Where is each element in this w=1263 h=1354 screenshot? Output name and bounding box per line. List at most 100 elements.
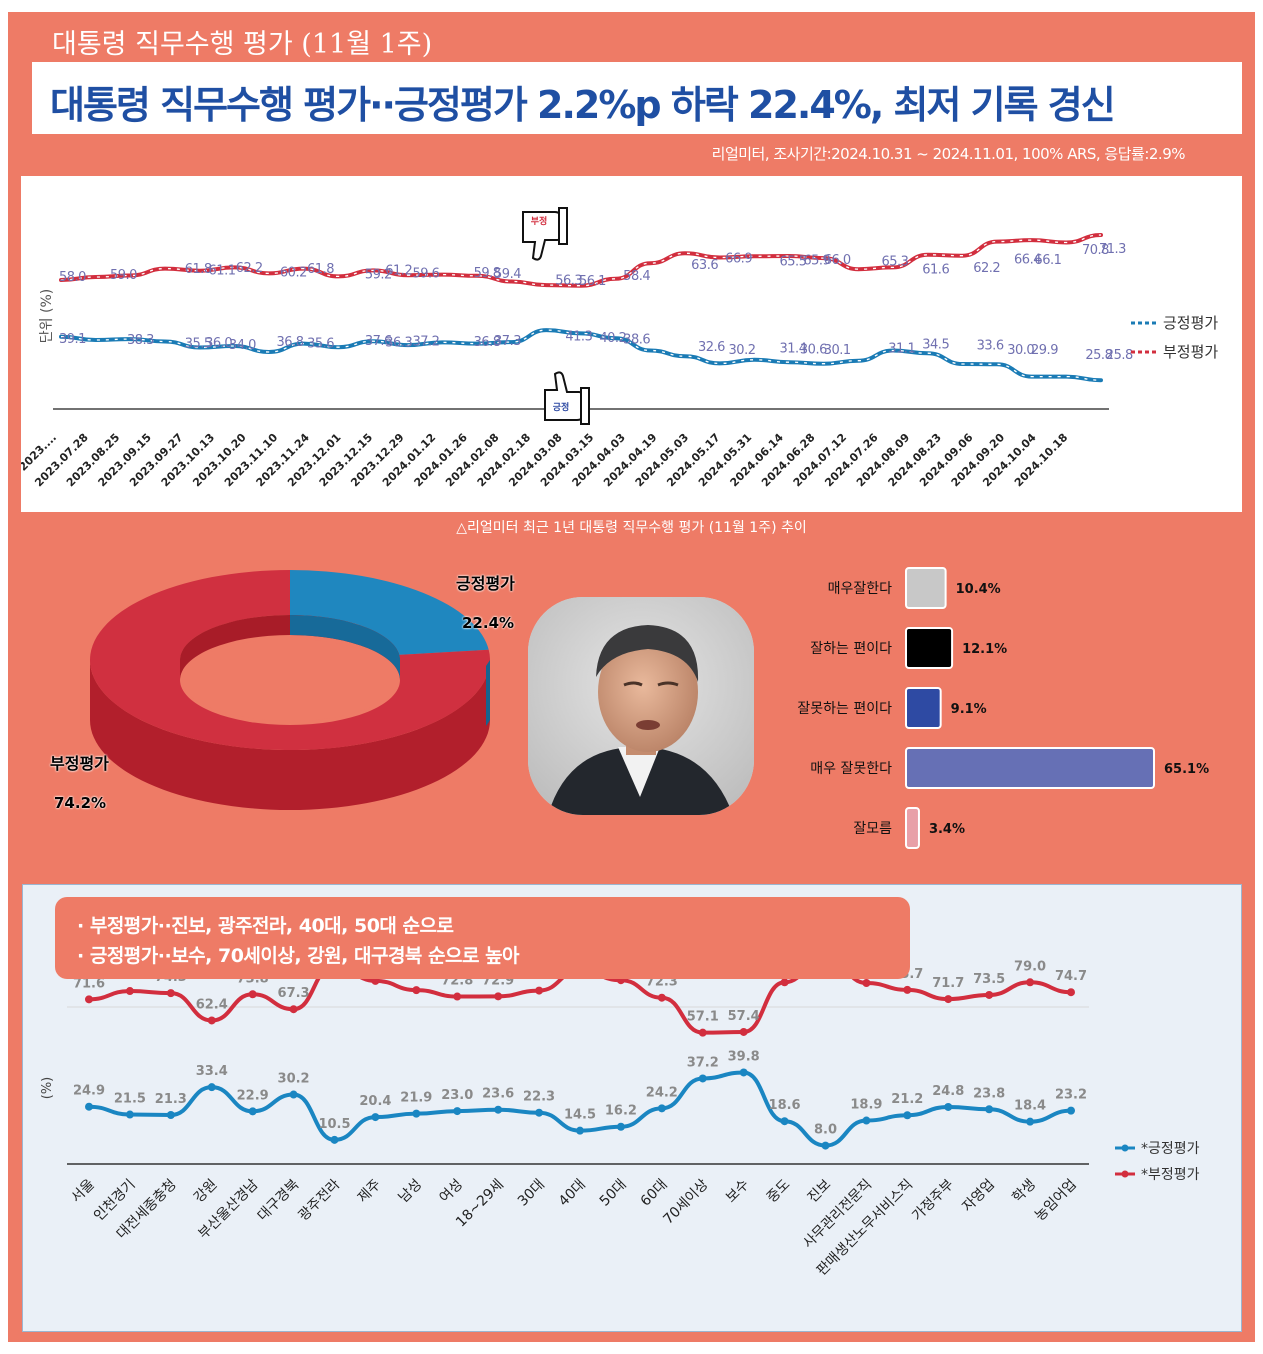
- region-point: [780, 1117, 789, 1126]
- trend-label-positive: 25.8: [1085, 348, 1112, 363]
- bar-rect: [905, 567, 947, 609]
- region-value-label: 21.9: [400, 1091, 432, 1106]
- region-x-tick: 여성: [437, 1177, 467, 1207]
- pie-value-negative: 74.2%: [54, 794, 107, 812]
- region-value-label: 67.3: [278, 986, 310, 1001]
- region-point: [289, 1005, 298, 1014]
- region-point: [862, 1116, 871, 1125]
- trend-label-negative: 61.6: [922, 262, 949, 277]
- thumbs-down-icon: 부정: [522, 207, 568, 261]
- trend-label-negative: 56.1: [579, 274, 606, 289]
- region-point: [207, 1016, 216, 1025]
- thumb-cuff: [558, 207, 568, 245]
- region-x-tick: 제주: [355, 1176, 385, 1206]
- region-point: [1026, 978, 1035, 987]
- region-value-label: 18.4: [1014, 1099, 1046, 1114]
- region-point: [616, 1122, 625, 1131]
- region-point: [862, 978, 871, 987]
- region-point: [985, 990, 994, 999]
- thumbs-up-icon: 긍정: [544, 371, 590, 425]
- region-value-label: 24.8: [932, 1084, 964, 1099]
- region-point: [85, 1102, 93, 1111]
- summary-note-box: · 부정평가··진보, 광주전라, 40대, 50대 순으로 · 긍정평가··보…: [55, 897, 910, 979]
- region-point: [289, 1090, 298, 1099]
- region-value-label: 39.8: [728, 1049, 760, 1064]
- region-value-label: 33.4: [196, 1064, 228, 1079]
- region-value-label: 10.5: [318, 1117, 350, 1132]
- trend-label-negative: 66.4: [1014, 252, 1041, 267]
- trend-label-positive: 36.0: [205, 336, 232, 351]
- headline: 대통령 직무수행 평가··긍정평가 2.2%p 하락 22.4%, 최저 기록 …: [50, 83, 1116, 127]
- region-point: [125, 987, 134, 996]
- region-x-tick: 대구경북: [255, 1176, 303, 1224]
- trend-label-positive: 36.8: [277, 335, 304, 350]
- trend-label-positive: 38.3: [127, 333, 154, 348]
- trend-label-positive: 36.8: [474, 335, 501, 350]
- donut-hole-wall-blue: [290, 615, 400, 680]
- region-legend-label: *긍정평가: [1141, 1141, 1200, 1157]
- bar-category-label: 잘못하는 편이다: [797, 701, 892, 717]
- thumb-cuff: [580, 387, 590, 425]
- region-point: [412, 1109, 421, 1118]
- trend-label-negative: 58.0: [59, 270, 86, 285]
- region-value-label: 8.0: [814, 1123, 837, 1138]
- region-x-tick: 보수: [723, 1176, 753, 1206]
- region-value-label: 14.5: [564, 1108, 596, 1123]
- region-value-label: 74.7: [1055, 969, 1087, 984]
- bar-rect: [905, 747, 1155, 789]
- trend-label-negative: 62.2: [973, 261, 1000, 276]
- region-point: [698, 1028, 707, 1037]
- region-point: [494, 1105, 503, 1114]
- trend-label-negative: 59.0: [110, 268, 137, 283]
- region-value-label: 22.9: [237, 1088, 269, 1103]
- region-value-label: 23.6: [482, 1087, 514, 1102]
- region-point: [657, 1104, 666, 1113]
- bar-category-label: 잘모름: [853, 821, 892, 837]
- region-point: [903, 1111, 912, 1120]
- region-point: [780, 978, 789, 987]
- region-value-label: 24.9: [73, 1084, 105, 1099]
- portrait-illustration: [528, 597, 754, 815]
- region-point: [166, 1111, 175, 1120]
- region-point: [1067, 988, 1075, 997]
- region-point: [125, 1110, 134, 1119]
- thumb-label: 부정: [531, 215, 548, 227]
- region-x-tick: 학생: [1009, 1177, 1039, 1207]
- trend-label-negative: 62.2: [236, 261, 263, 276]
- region-x-tick: 중도: [764, 1176, 794, 1206]
- region-value-label: 18.9: [850, 1098, 882, 1113]
- trend-label-negative: 56.3: [555, 274, 582, 289]
- trend-label-positive: 37.3: [494, 334, 521, 349]
- region-legend-marker: [1121, 1170, 1129, 1178]
- trend-label-negative: 60.2: [280, 265, 307, 280]
- trend-legend-label: 부정평가: [1163, 343, 1218, 361]
- trend-label-positive: 30.2: [729, 343, 756, 358]
- trend-legend-label: 긍정평가: [1163, 314, 1218, 332]
- region-value-label: 23.0: [441, 1088, 473, 1103]
- region-point: [657, 993, 666, 1002]
- region-point: [1026, 1117, 1035, 1126]
- region-x-tick: 남성: [396, 1177, 426, 1207]
- bar-value-label: 10.4%: [956, 582, 1001, 597]
- region-point: [535, 986, 544, 995]
- donut-slice-positive: [290, 570, 489, 655]
- region-value-label: 21.3: [155, 1092, 187, 1107]
- trend-label-negative: 63.6: [691, 258, 718, 273]
- region-value-label: 57.1: [687, 1010, 719, 1025]
- region-point: [821, 1141, 830, 1150]
- trend-label-negative: 59.4: [494, 267, 521, 282]
- region-point: [944, 995, 953, 1004]
- donut-side-negative: [90, 660, 490, 810]
- trend-label-negative: 59.8: [474, 266, 501, 281]
- summary-note-positive: · 긍정평가··보수, 70세이상, 강원, 대구경북 순으로 높아: [77, 945, 520, 967]
- trend-label-positive: 39.1: [59, 332, 86, 347]
- region-value-label: 20.4: [359, 1094, 391, 1109]
- region-point: [85, 995, 93, 1004]
- trend-label-negative: 66.9: [725, 251, 752, 266]
- region-legend-label: *부정평가: [1141, 1167, 1200, 1183]
- region-point: [453, 1107, 462, 1116]
- region-x-tick: 진보: [805, 1176, 835, 1206]
- region-value-label: 18.6: [769, 1098, 801, 1113]
- trend-label-negative: 66.0: [824, 253, 851, 268]
- trend-label-positive: 35.6: [307, 336, 334, 351]
